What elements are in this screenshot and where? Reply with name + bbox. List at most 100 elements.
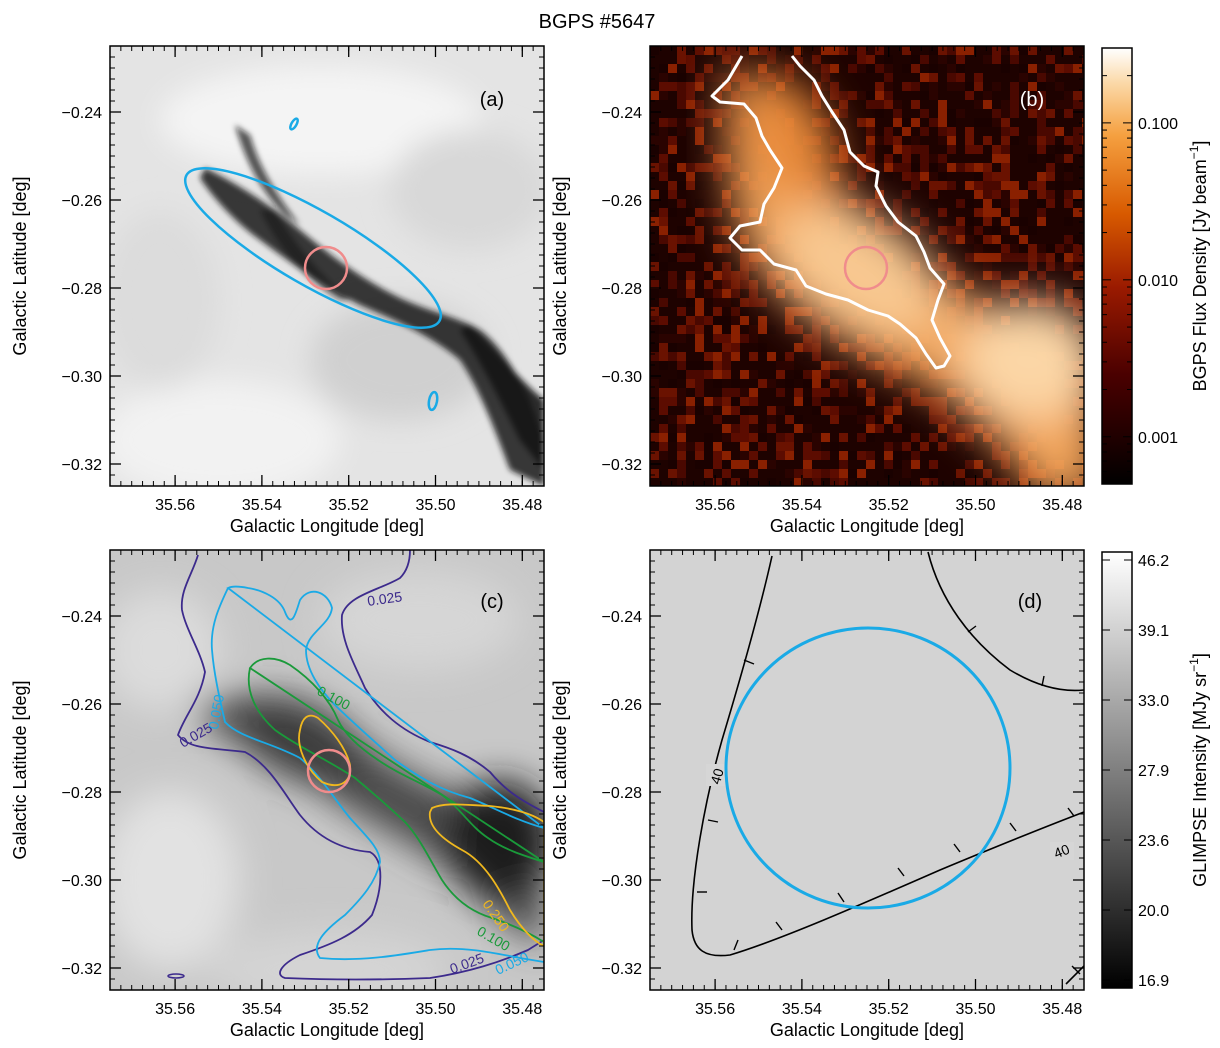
noise-pixel bbox=[1046, 172, 1055, 181]
noise-pixel bbox=[929, 469, 938, 478]
noise-pixel bbox=[821, 73, 830, 82]
noise-pixel bbox=[713, 460, 722, 469]
noise-pixel bbox=[812, 451, 821, 460]
noise-pixel bbox=[992, 235, 1001, 244]
noise-pixel bbox=[1001, 145, 1010, 154]
noise-pixel bbox=[1082, 253, 1084, 262]
noise-pixel bbox=[992, 442, 1001, 451]
noise-pixel bbox=[884, 442, 893, 451]
noise-pixel bbox=[1082, 136, 1084, 145]
noise-pixel bbox=[722, 271, 731, 280]
noise-pixel bbox=[1010, 226, 1019, 235]
noise-pixel bbox=[857, 388, 866, 397]
panel-d-contour-left bbox=[691, 555, 1084, 957]
noise-pixel bbox=[758, 307, 767, 316]
noise-pixel bbox=[713, 109, 722, 118]
noise-pixel bbox=[956, 226, 965, 235]
noise-pixel bbox=[740, 433, 749, 442]
noise-pixel bbox=[866, 424, 875, 433]
noise-pixel bbox=[875, 100, 884, 109]
noise-pixel bbox=[695, 163, 704, 172]
noise-pixel bbox=[974, 424, 983, 433]
x-tick-label: 35.56 bbox=[155, 1001, 195, 1018]
noise-pixel bbox=[911, 55, 920, 64]
noise-pixel bbox=[677, 55, 686, 64]
noise-pixel bbox=[1073, 145, 1082, 154]
noise-pixel bbox=[668, 388, 677, 397]
noise-pixel bbox=[713, 370, 722, 379]
noise-pixel bbox=[659, 388, 668, 397]
noise-pixel bbox=[938, 172, 947, 181]
noise-pixel bbox=[830, 379, 839, 388]
noise-pixel bbox=[677, 451, 686, 460]
noise-pixel bbox=[812, 433, 821, 442]
noise-pixel bbox=[767, 46, 776, 55]
noise-pixel bbox=[713, 442, 722, 451]
noise-pixel bbox=[731, 379, 740, 388]
noise-pixel bbox=[947, 181, 956, 190]
noise-pixel bbox=[938, 397, 947, 406]
noise-pixel bbox=[740, 46, 749, 55]
noise-pixel bbox=[686, 415, 695, 424]
noise-pixel bbox=[956, 109, 965, 118]
panel-c-contour-label: 0.050 bbox=[205, 693, 227, 730]
noise-pixel bbox=[686, 118, 695, 127]
noise-pixel bbox=[956, 163, 965, 172]
noise-pixel bbox=[713, 361, 722, 370]
noise-pixel bbox=[677, 424, 686, 433]
noise-pixel bbox=[794, 73, 803, 82]
noise-pixel bbox=[650, 325, 659, 334]
noise-pixel bbox=[866, 64, 875, 73]
x-tick-label: 35.54 bbox=[782, 497, 822, 514]
noise-pixel bbox=[722, 262, 731, 271]
noise-pixel bbox=[929, 73, 938, 82]
noise-pixel bbox=[695, 235, 704, 244]
noise-pixel bbox=[884, 379, 893, 388]
noise-pixel bbox=[821, 91, 830, 100]
noise-pixel bbox=[956, 64, 965, 73]
noise-pixel bbox=[974, 253, 983, 262]
noise-pixel bbox=[947, 136, 956, 145]
noise-pixel bbox=[983, 136, 992, 145]
noise-pixel bbox=[839, 181, 848, 190]
noise-pixel bbox=[776, 442, 785, 451]
noise-pixel bbox=[920, 127, 929, 136]
noise-pixel bbox=[722, 361, 731, 370]
noise-pixel bbox=[875, 406, 884, 415]
noise-pixel bbox=[785, 316, 794, 325]
noise-pixel bbox=[821, 361, 830, 370]
noise-pixel bbox=[1001, 280, 1010, 289]
noise-pixel bbox=[731, 334, 740, 343]
noise-pixel bbox=[983, 235, 992, 244]
noise-pixel bbox=[920, 73, 929, 82]
noise-pixel bbox=[749, 415, 758, 424]
noise-pixel bbox=[803, 370, 812, 379]
noise-pixel bbox=[866, 145, 875, 154]
noise-pixel bbox=[677, 415, 686, 424]
noise-pixel bbox=[650, 343, 659, 352]
noise-pixel bbox=[677, 469, 686, 478]
noise-pixel bbox=[677, 460, 686, 469]
noise-pixel bbox=[686, 181, 695, 190]
noise-pixel bbox=[983, 181, 992, 190]
noise-pixel bbox=[704, 397, 713, 406]
noise-pixel bbox=[884, 154, 893, 163]
noise-pixel bbox=[695, 298, 704, 307]
y-tick-label: −0.28 bbox=[62, 281, 103, 298]
noise-pixel bbox=[1001, 46, 1010, 55]
noise-pixel bbox=[1010, 136, 1019, 145]
noise-pixel bbox=[965, 46, 974, 55]
noise-pixel bbox=[758, 271, 767, 280]
noise-pixel bbox=[1073, 235, 1082, 244]
noise-pixel bbox=[695, 226, 704, 235]
noise-pixel bbox=[668, 253, 677, 262]
noise-pixel bbox=[911, 433, 920, 442]
noise-pixel bbox=[983, 217, 992, 226]
noise-pixel bbox=[731, 397, 740, 406]
noise-pixel bbox=[830, 406, 839, 415]
noise-pixel bbox=[1082, 298, 1084, 307]
noise-pixel bbox=[713, 226, 722, 235]
x-tick-label: 35.50 bbox=[955, 497, 995, 514]
noise-pixel bbox=[686, 298, 695, 307]
noise-pixel bbox=[884, 55, 893, 64]
